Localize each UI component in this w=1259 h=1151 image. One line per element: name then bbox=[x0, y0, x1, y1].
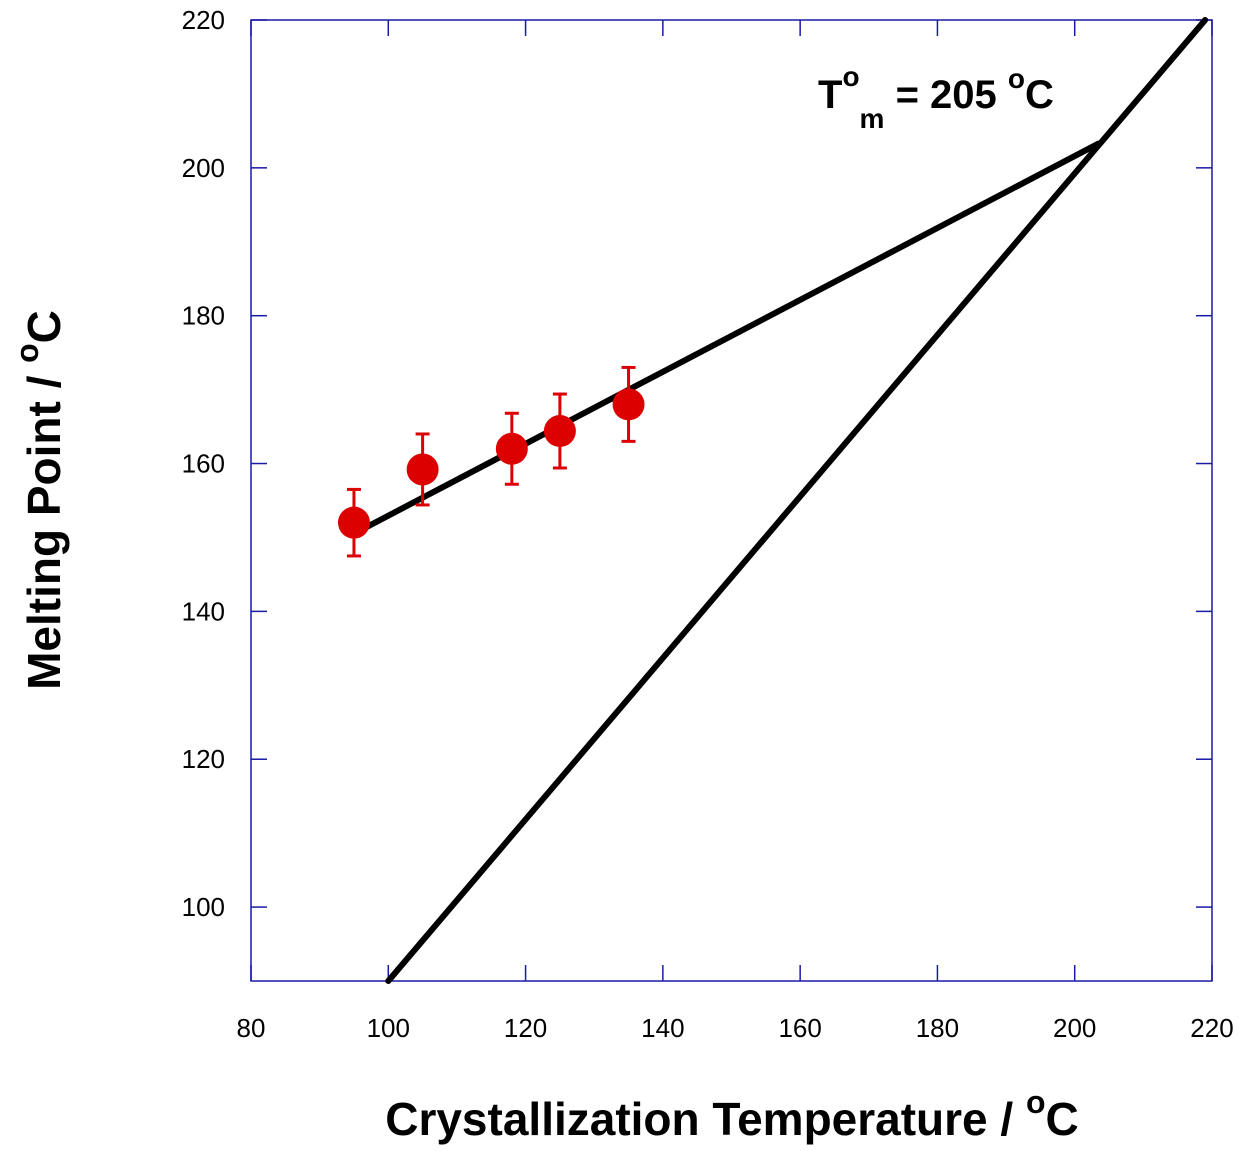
x-tick-label: 160 bbox=[778, 1013, 821, 1043]
data-point bbox=[612, 388, 645, 421]
data-point bbox=[406, 453, 439, 486]
y-tick-label: 220 bbox=[182, 5, 225, 35]
data-point bbox=[337, 506, 370, 539]
data-point bbox=[543, 415, 576, 448]
y-tick-label: 180 bbox=[182, 301, 225, 331]
fit-line-1 bbox=[357, 140, 1102, 534]
tm-annotation: Tom = 205 oC bbox=[818, 61, 1054, 134]
y-tick-label: 200 bbox=[182, 153, 225, 183]
x-tick-label: 180 bbox=[916, 1013, 959, 1043]
fit-line-2 bbox=[385, 17, 1209, 984]
x-axis-title: Crystallization Temperature / oC bbox=[385, 1084, 1079, 1145]
data-points bbox=[337, 365, 645, 558]
x-tick-label: 100 bbox=[367, 1013, 410, 1043]
x-tick-label: 80 bbox=[237, 1013, 266, 1043]
y-tick-label: 100 bbox=[182, 892, 225, 922]
axes bbox=[250, 19, 1213, 982]
data-point bbox=[495, 432, 528, 465]
y-axis-title: Melting Point / oC bbox=[9, 310, 70, 690]
tick-labels: 80 100 120 140 160 180 200 220 100 120 140 160 180 20… bbox=[182, 5, 1234, 1043]
plot-frame bbox=[250, 19, 1213, 982]
x-tick-label: 120 bbox=[504, 1013, 547, 1043]
y-tick-label: 160 bbox=[182, 449, 225, 479]
y-tick-label: 140 bbox=[182, 596, 225, 626]
x-tick-label: 200 bbox=[1053, 1013, 1096, 1043]
y-tick-label: 120 bbox=[182, 744, 225, 774]
x-tick-label: 220 bbox=[1190, 1013, 1233, 1043]
fit-lines bbox=[357, 17, 1209, 984]
x-tick-label: 140 bbox=[641, 1013, 684, 1043]
